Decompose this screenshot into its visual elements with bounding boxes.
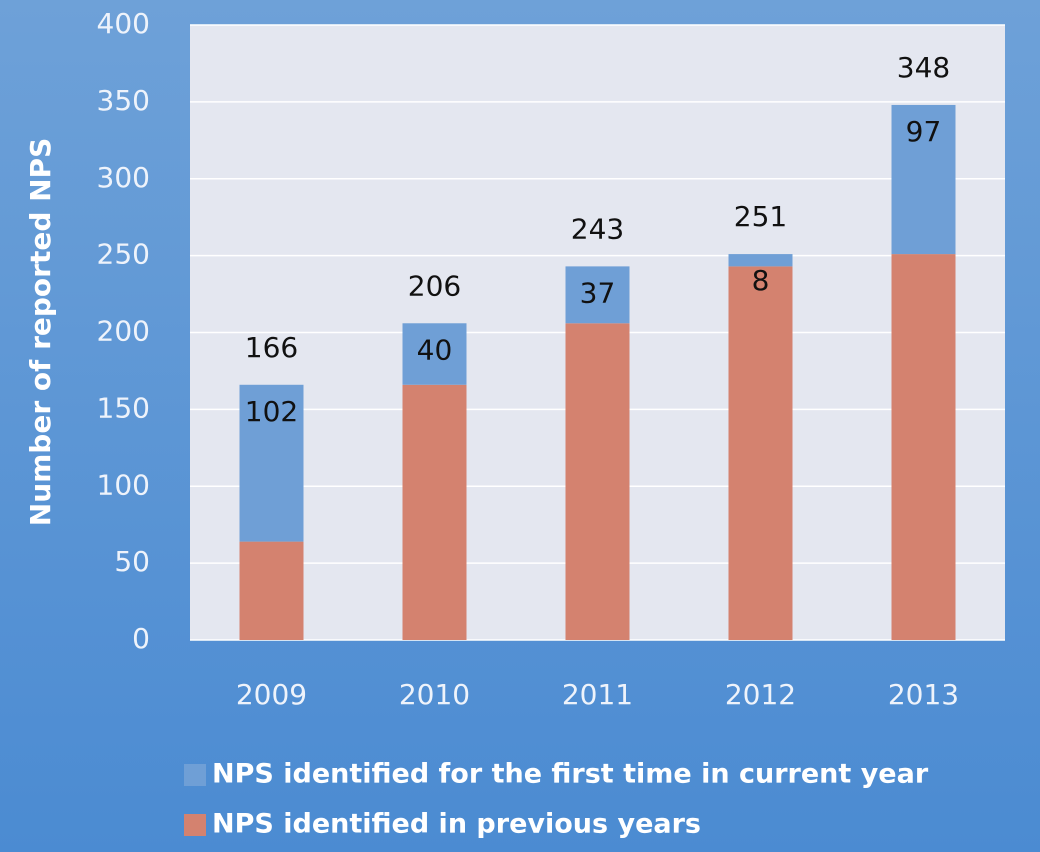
bar-segment (402, 323, 467, 385)
total-label: 166 (245, 331, 298, 364)
bar-segment (239, 384, 304, 542)
y-tick-label: 50 (114, 545, 150, 578)
data-label: 97 (906, 115, 942, 148)
bar-segment (402, 384, 467, 640)
legend-label: NPS identified in previous years (212, 809, 701, 840)
legend-swatch (184, 764, 206, 786)
data-label: 102 (245, 395, 298, 428)
bar-segment (239, 541, 304, 640)
y-tick-label: 200 (97, 315, 150, 348)
y-tick-label: 300 (97, 161, 150, 194)
legend-label: NPS identified for the first time in cur… (212, 759, 929, 790)
total-label: 348 (897, 51, 950, 84)
total-label: 251 (734, 200, 787, 233)
legend-swatch (184, 814, 206, 836)
y-tick-label: 400 (97, 7, 150, 40)
data-label: 8 (752, 264, 770, 297)
bar-segment (891, 254, 956, 640)
y-tick-label: 100 (97, 468, 150, 501)
x-tick-label: 2010 (399, 678, 470, 711)
total-label: 206 (408, 269, 461, 302)
x-tick-label: 2012 (725, 678, 796, 711)
y-tick-label: 350 (97, 84, 150, 117)
bar-segment (565, 323, 630, 640)
data-label: 40 (417, 333, 453, 366)
x-tick-label: 2013 (888, 678, 959, 711)
bar-segment (565, 266, 630, 324)
y-tick-label: 0 (132, 622, 150, 655)
x-tick-label: 2009 (236, 678, 307, 711)
bar-segment (728, 254, 793, 267)
y-tick-label: 150 (97, 391, 150, 424)
x-tick-label: 2011 (562, 678, 633, 711)
bar-segment (891, 104, 956, 255)
bar-segment (728, 266, 793, 640)
y-axis-label: Number of reported NPS (24, 138, 57, 526)
data-label: 37 (580, 276, 616, 309)
total-label: 243 (571, 212, 624, 245)
y-tick-label: 250 (97, 238, 150, 271)
